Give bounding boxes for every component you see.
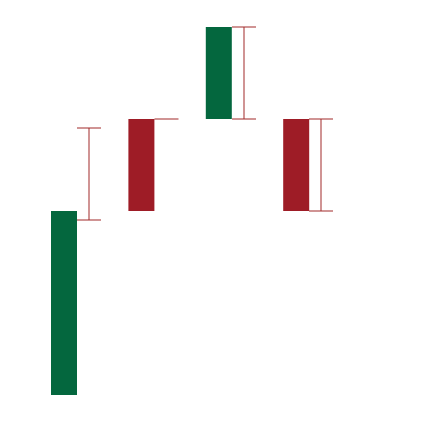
error-bar-4 (309, 118, 334, 212)
error-bar-3 (231, 26, 256, 120)
waterfall-bar-3 (205, 27, 232, 119)
error-bar-1 (77, 127, 101, 221)
bar-group (51, 27, 310, 395)
waterfall-bar-2 (128, 119, 155, 211)
waterfall-bar-1 (51, 211, 77, 395)
waterfall-bar-4 (283, 119, 310, 211)
error-bar-group (77, 26, 334, 221)
